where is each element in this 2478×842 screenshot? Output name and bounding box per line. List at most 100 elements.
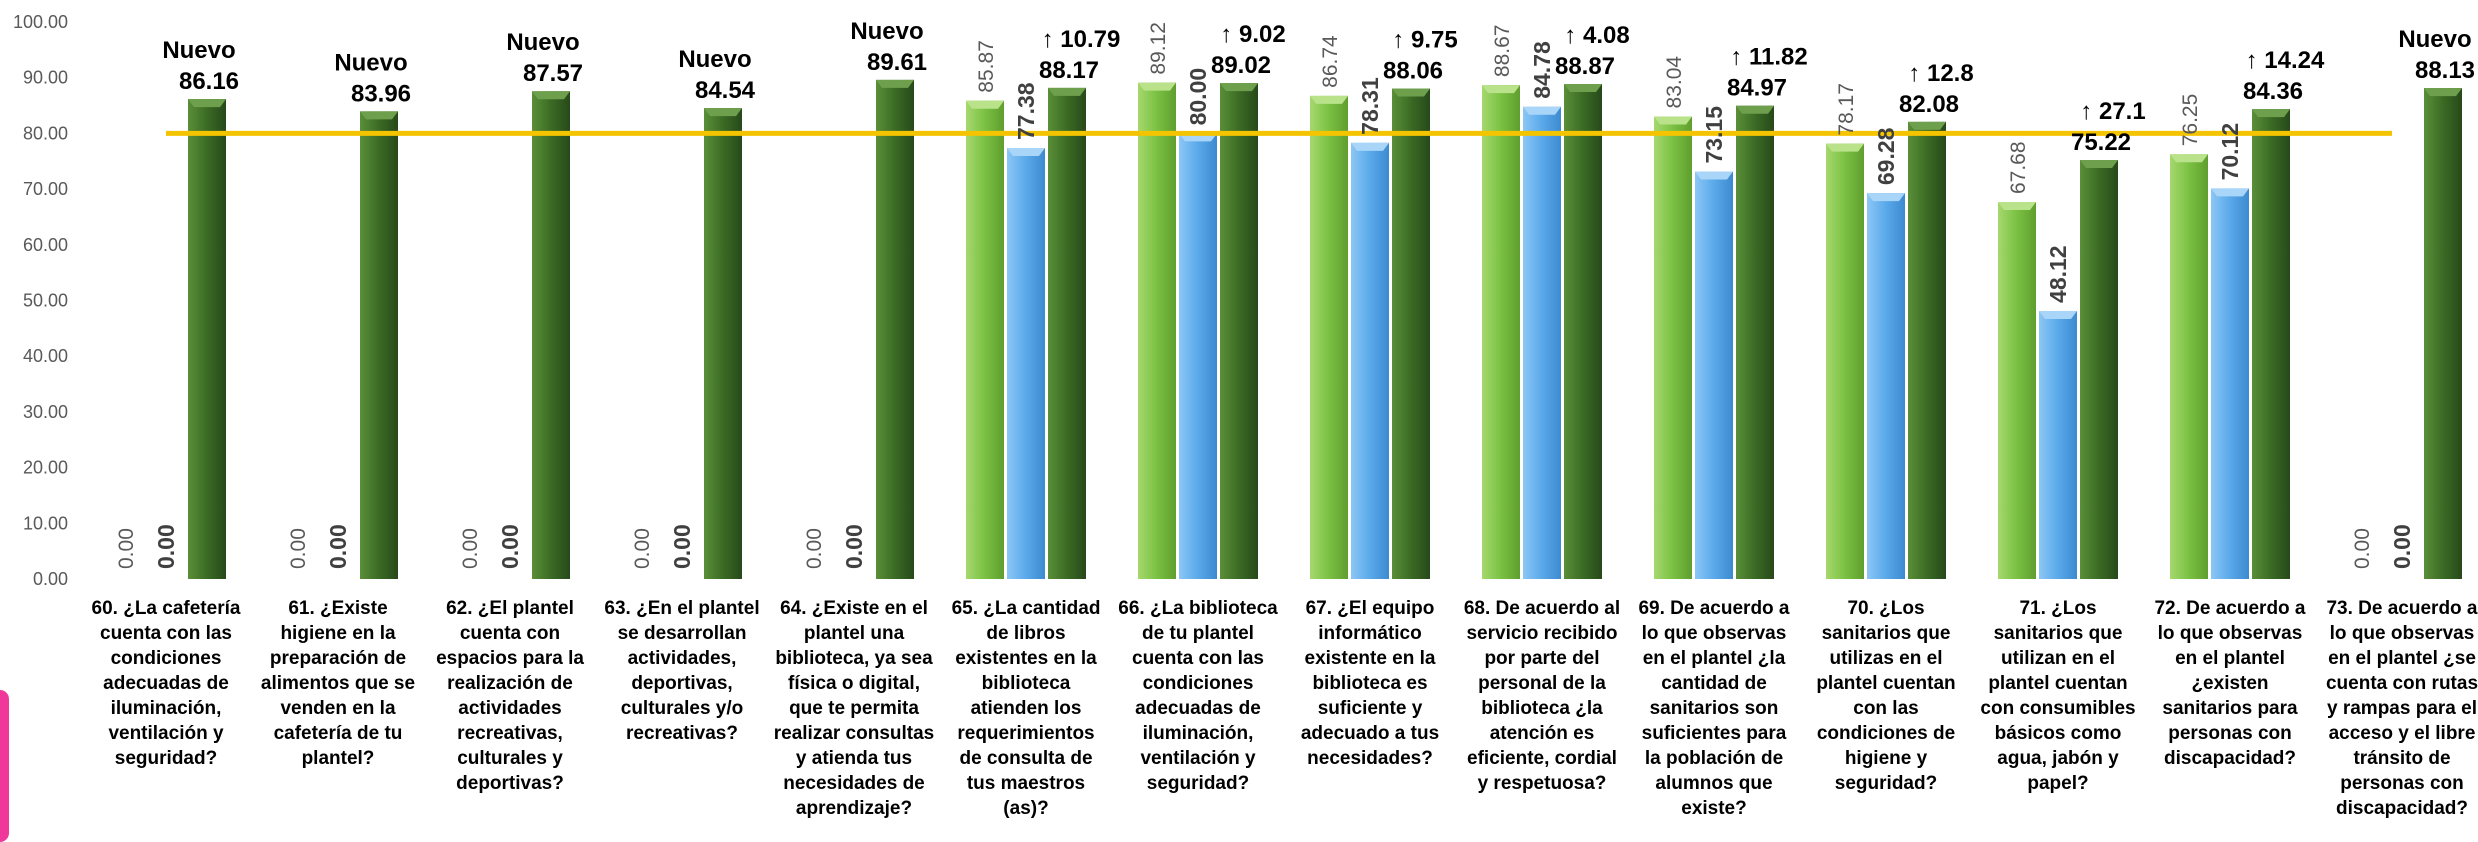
bar-dark — [1908, 121, 1946, 580]
value-label-light: 0.00 — [287, 528, 310, 569]
change-annotation: Nuevo — [334, 49, 407, 76]
bar-cap-dark — [876, 79, 914, 88]
category-label: 72. De acuerdo a lo que observas en el pla… — [2154, 598, 2305, 769]
bar-blue — [2211, 188, 2249, 580]
bar-blue — [1523, 106, 1561, 580]
y-tick-label: 50.00 — [23, 291, 68, 311]
value-label-light: 88.67 — [1491, 25, 1514, 78]
value-label-blue: 69.28 — [1873, 127, 1899, 185]
bar-light — [1654, 116, 1692, 580]
change-annotation: Nuevo — [506, 29, 579, 56]
value-label-blue: 0.00 — [497, 524, 523, 569]
bar-dark — [1564, 83, 1602, 579]
y-tick-label: 80.00 — [23, 123, 68, 143]
bar-cap-light — [2170, 154, 2208, 163]
bar-dark — [360, 111, 398, 579]
category-label: 61. ¿Existe higiene en la preparación de al… — [261, 598, 415, 769]
value-label-light: 89.12 — [1147, 22, 1170, 75]
value-label-dark: 84.36 — [2243, 78, 2303, 105]
y-tick-label: 90.00 — [23, 68, 68, 88]
bar-dark — [704, 108, 742, 580]
change-annotation: ↑ 14.24 — [2246, 47, 2325, 74]
bar-cap-light — [966, 100, 1004, 109]
side-accent-mark — [0, 690, 9, 842]
bar-cap-dark — [2080, 160, 2118, 169]
bar-blue — [1695, 171, 1733, 579]
category-labels: 60. ¿La cafetería cuenta con las condicion… — [92, 598, 2478, 819]
value-label-dark: 88.13 — [2415, 57, 2475, 84]
bar-cap-dark — [188, 99, 226, 108]
y-tick-label: 20.00 — [23, 458, 68, 478]
change-annotation: ↑ 11.82 — [1730, 44, 1807, 71]
value-label-blue: 78.31 — [1357, 77, 1383, 135]
y-tick-label: 40.00 — [23, 346, 68, 366]
change-annotation: ↑ 9.02 — [1220, 21, 1285, 48]
value-label-blue: 0.00 — [669, 524, 695, 569]
value-label-blue: 0.00 — [841, 524, 867, 569]
y-tick-label: 10.00 — [23, 513, 68, 533]
y-axis: 0.00 10.00 20.00 30.00 40.00 50.00 60.00 70.00 8… — [13, 12, 68, 589]
value-label-dark: 84.97 — [1727, 75, 1787, 102]
bar-light — [2170, 154, 2208, 579]
bar-dark — [876, 79, 914, 579]
value-label-blue: 73.15 — [1701, 106, 1727, 164]
bar-cap-blue — [2211, 188, 2249, 197]
bar-cap-dark — [532, 91, 570, 100]
bar-dark — [2080, 160, 2118, 579]
bar-dark — [2252, 109, 2290, 579]
category-label: 69. De acuerdo a lo que observas en el pla… — [1638, 598, 1789, 819]
value-label-light: 0.00 — [2351, 528, 2374, 569]
value-label-light: 0.00 — [115, 528, 138, 569]
bar-light — [1138, 82, 1176, 580]
bar-cap-dark — [704, 108, 742, 117]
value-label-light: 67.68 — [2007, 141, 2030, 194]
value-label-blue: 48.12 — [2045, 245, 2071, 303]
bar-cap-blue — [1523, 106, 1561, 115]
bar-cap-light — [1654, 116, 1692, 125]
category-label: 65. ¿La cantidad de libros existentes en l… — [952, 598, 1101, 819]
bar-light — [966, 100, 1004, 579]
bar-blue — [2039, 310, 2077, 579]
change-annotation: ↑ 12.8 — [1908, 60, 1973, 87]
value-label-dark: 75.22 — [2071, 129, 2131, 156]
category-label: 66. ¿La biblioteca de tu plantel cuenta co… — [1118, 598, 1278, 794]
bar-cap-blue — [1351, 142, 1389, 151]
category-label: 63. ¿En el plantel se desarrollan activida… — [604, 598, 759, 744]
category-label: 60. ¿La cafetería cuenta con las condicion… — [92, 598, 241, 769]
bar-cap-light — [1482, 85, 1520, 94]
value-label-blue: 0.00 — [325, 524, 351, 569]
value-label-blue: 84.78 — [1529, 41, 1555, 99]
change-annotation: Nuevo — [678, 46, 751, 73]
value-label-dark: 88.17 — [1039, 57, 1099, 84]
value-label-light: 0.00 — [803, 528, 826, 569]
bar-cap-dark — [2424, 88, 2462, 97]
y-tick-label: 0.00 — [33, 569, 68, 589]
value-label-light: 0.00 — [459, 528, 482, 569]
change-annotation: ↑ 27.1 — [2080, 98, 2145, 125]
value-label-light: 86.74 — [1319, 35, 1342, 88]
value-label-light: 76.25 — [2179, 94, 2202, 147]
value-label-dark: 83.96 — [351, 80, 411, 107]
bar-cap-dark — [1564, 83, 1602, 92]
bar-cap-dark — [360, 111, 398, 120]
bar-blue — [1007, 147, 1045, 579]
y-tick-label: 30.00 — [23, 402, 68, 422]
bar-dark — [1048, 87, 1086, 579]
bar-light — [1826, 143, 1864, 580]
bar-light — [1482, 85, 1520, 580]
bar-dark — [188, 99, 226, 579]
value-label-blue: 77.38 — [1013, 82, 1039, 140]
value-label-dark: 88.06 — [1383, 58, 1443, 85]
value-label-light: 85.87 — [975, 40, 998, 93]
bar-cap-light — [1138, 82, 1176, 91]
bar-cap-blue — [1867, 193, 1905, 202]
bar-cap-light — [1998, 202, 2036, 211]
value-label-blue: 70.12 — [2217, 123, 2243, 181]
value-label-blue: 0.00 — [153, 524, 179, 569]
bar-dark — [1392, 88, 1430, 579]
value-label-dark: 87.57 — [523, 60, 583, 87]
change-annotation: Nuevo — [850, 18, 923, 45]
bar-cap-blue — [1007, 147, 1045, 156]
category-label: 67. ¿El equipo informático existente en la… — [1301, 598, 1439, 769]
data-labels: 0.00 0.00 86.16 Nuevo 0.00 0.00 83.96 Nuevo 0.00… — [115, 18, 2475, 569]
